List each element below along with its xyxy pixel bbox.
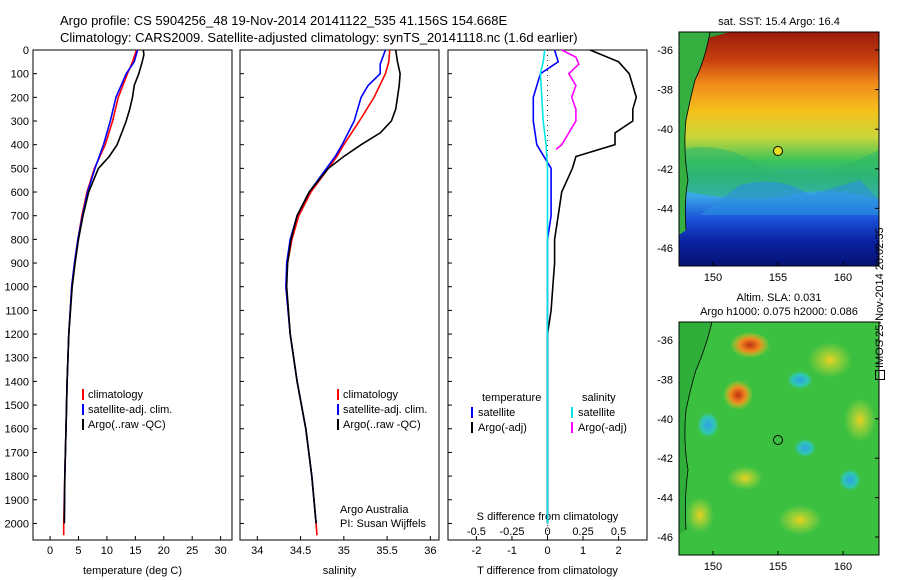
y-tick-label: 1700 bbox=[5, 447, 29, 459]
legend-label: Argo(..raw -QC) bbox=[343, 419, 421, 431]
map-lon-label: 150 bbox=[704, 561, 722, 573]
x-tick-label: 2 bbox=[616, 545, 622, 557]
legend-label: Argo(-adj) bbox=[578, 422, 627, 434]
salinity-xlabel: salinity bbox=[323, 565, 357, 577]
y-tick-label: 600 bbox=[11, 187, 29, 199]
y-tick-label: 1500 bbox=[5, 400, 29, 412]
annotation-text: PI: Susan Wijffels bbox=[340, 518, 426, 530]
difference-xlabel: T difference from climatology bbox=[477, 565, 618, 577]
x-tick-label: 34.5 bbox=[290, 545, 311, 557]
map-lon-label: 155 bbox=[769, 272, 787, 284]
y-tick-label: 1100 bbox=[5, 305, 29, 317]
sla-map-title-2: Argo h1000: 0.075 h2000: 0.086 bbox=[700, 306, 858, 318]
y-tick-label: 200 bbox=[11, 92, 29, 104]
salinity-series-argo-raw-qc- bbox=[285, 49, 401, 524]
legend-label: satellite-adj. clim. bbox=[88, 404, 172, 416]
y-tick-label: 1800 bbox=[5, 471, 29, 483]
salinity-panel: 34 34.5 35 35.5 36 salinity climatology satelli… bbox=[239, 49, 440, 577]
difference-panel: -2 -1 0 1 2 T difference from climatology -0.5… bbox=[447, 49, 648, 577]
s-tick-label: 0 bbox=[544, 526, 550, 538]
map-lat-label: -42 bbox=[657, 453, 673, 465]
map-lat-label: -44 bbox=[657, 493, 673, 505]
argo-location-marker-sla bbox=[773, 435, 783, 445]
y-tick-label: 300 bbox=[11, 116, 29, 128]
map-lon-label: 160 bbox=[834, 561, 852, 573]
legend-label: Argo(-adj) bbox=[478, 422, 527, 434]
y-tick-label: 1000 bbox=[5, 282, 29, 294]
salinity-plot-frame bbox=[239, 49, 440, 541]
x-tick-label: 10 bbox=[101, 545, 113, 557]
sla-map-title-1: Altim. SLA: 0.031 bbox=[737, 292, 822, 304]
s-tick-label: -0.25 bbox=[499, 526, 524, 538]
x-tick-label: 35.5 bbox=[376, 545, 397, 557]
y-tick-label: 400 bbox=[11, 140, 29, 152]
y-tick-label: 0 bbox=[23, 45, 29, 57]
imos-timestamp: IMOS 25-Nov-2014 20:02:35 bbox=[874, 227, 886, 380]
legend-label: Argo(..raw -QC) bbox=[88, 419, 166, 431]
legend-label: satellite-adj. clim. bbox=[343, 404, 427, 416]
legend-label: climatology bbox=[343, 389, 399, 401]
temperature-plot-frame bbox=[32, 49, 233, 541]
y-tick-label: 2000 bbox=[5, 518, 29, 530]
y-tick-label: 1200 bbox=[5, 329, 29, 341]
argo-location-marker bbox=[773, 146, 783, 156]
s-tick-label: -0.5 bbox=[467, 526, 486, 538]
x-tick-label: 1 bbox=[580, 545, 586, 557]
x-tick-label: 35 bbox=[338, 545, 350, 557]
annotation-text: Argo Australia bbox=[340, 504, 409, 516]
imos-logo-icon bbox=[875, 370, 886, 380]
climatology-title: Climatology: CARS2009. Satellite-adjuste… bbox=[60, 30, 578, 45]
sla-map: Altim. SLA: 0.031 Argo h1000: 0.075 h200… bbox=[657, 292, 880, 573]
y-tick-label: 500 bbox=[11, 163, 29, 175]
map-lat-label: -46 bbox=[657, 532, 673, 544]
x-tick-label: -1 bbox=[507, 545, 517, 557]
map-lat-label: -36 bbox=[657, 335, 673, 347]
x-tick-label: 30 bbox=[215, 545, 227, 557]
map-lat-label: -38 bbox=[657, 374, 673, 386]
x-tick-label: 25 bbox=[186, 545, 198, 557]
profile-title: Argo profile: CS 5904256_48 19-Nov-2014 … bbox=[60, 13, 508, 28]
y-tick-label: 1400 bbox=[5, 376, 29, 388]
x-tick-label: 15 bbox=[129, 545, 141, 557]
y-tick-label: 700 bbox=[11, 211, 29, 223]
x-tick-label: 5 bbox=[75, 545, 81, 557]
s-tick-label: 0.25 bbox=[572, 526, 593, 538]
map-lon-label: 150 bbox=[704, 272, 722, 284]
map-lon-label: 155 bbox=[769, 561, 787, 573]
y-tick-label: 900 bbox=[11, 258, 29, 270]
sst-map-title: sat. SST: 15.4 Argo: 16.4 bbox=[718, 16, 840, 28]
map-lat-label: -42 bbox=[657, 164, 673, 176]
map-lat-label: -40 bbox=[657, 124, 673, 136]
y-tick-label: 800 bbox=[11, 234, 29, 246]
x-tick-label: -2 bbox=[472, 545, 482, 557]
x-tick-label: 0 bbox=[544, 545, 550, 557]
legend-label: climatology bbox=[88, 389, 144, 401]
temperature-xlabel: temperature (deg C) bbox=[83, 565, 182, 577]
y-tick-label: 1600 bbox=[5, 424, 29, 436]
x-tick-label: 20 bbox=[158, 545, 170, 557]
map-lat-label: -40 bbox=[657, 414, 673, 426]
difference-series-s-argo bbox=[555, 49, 580, 151]
sst-map: sat. SST: 15.4 Argo: 16.4 -36 -38 -40 -42 -4… bbox=[657, 16, 880, 284]
temperature-series-argo-raw-qc- bbox=[63, 49, 145, 524]
difference-series-s-satellite bbox=[539, 49, 549, 524]
y-tick-label: 1900 bbox=[5, 495, 29, 507]
y-tick-label: 100 bbox=[11, 69, 29, 81]
legend-label: satellite bbox=[578, 407, 615, 419]
x-tick-label: 34 bbox=[251, 545, 263, 557]
x-tick-label: 0 bbox=[47, 545, 53, 557]
y-tick-label: 1300 bbox=[5, 353, 29, 365]
x-tick-label: 36 bbox=[424, 545, 436, 557]
map-lat-label: -44 bbox=[657, 203, 673, 215]
legend-label: satellite bbox=[478, 407, 515, 419]
legend-heading: temperature bbox=[482, 392, 541, 404]
legend-heading: salinity bbox=[582, 392, 616, 404]
temperature-panel: 0 5 10 15 20 25 30 temperature (deg C) 0 100 200 30… bbox=[5, 45, 233, 577]
s-tick-label: 0.5 bbox=[611, 526, 626, 538]
map-lon-label: 160 bbox=[834, 272, 852, 284]
map-lat-label: -46 bbox=[657, 243, 673, 255]
map-lat-label: -36 bbox=[657, 45, 673, 57]
map-lat-label: -38 bbox=[657, 85, 673, 97]
